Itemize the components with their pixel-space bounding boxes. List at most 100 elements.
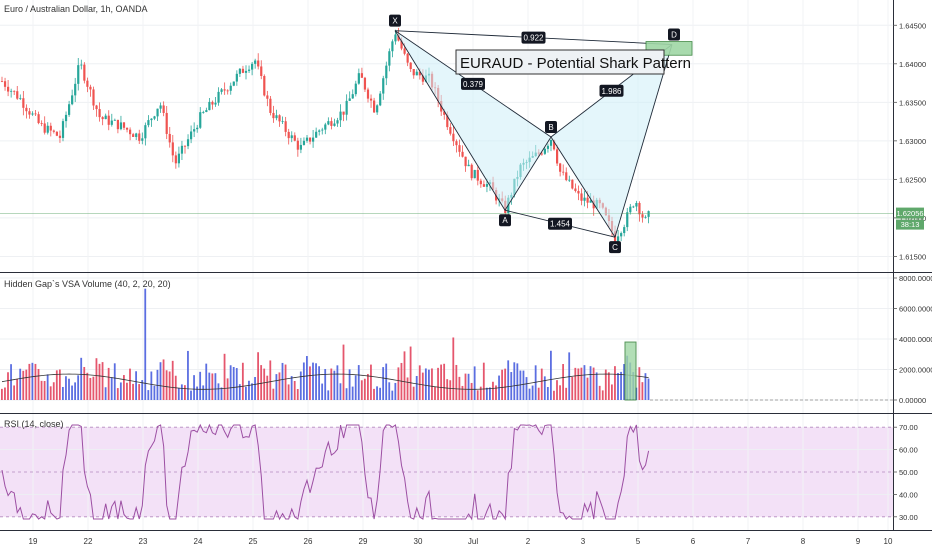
candle-body	[281, 121, 284, 123]
candle-body	[446, 114, 449, 128]
candle-body	[269, 98, 272, 113]
shark-pattern[interactable]: 0.379 1.454 1.986 0.922 X A B C D	[389, 14, 693, 254]
candle-body	[461, 151, 464, 157]
main-pane[interactable]: 0.379 1.454 1.986 0.922 X A B C D Euro / Austral…	[0, 0, 893, 272]
volume-bar	[138, 384, 141, 400]
candle-body	[171, 142, 174, 156]
candle-body	[543, 148, 546, 154]
volume-bar	[580, 367, 583, 400]
volume-bar	[440, 364, 442, 400]
candle-body	[141, 138, 144, 141]
volume-bar	[89, 377, 92, 400]
candle-body	[473, 169, 476, 179]
volume-bar	[144, 288, 147, 400]
volume-bar	[31, 362, 34, 400]
volume-bar	[275, 374, 278, 400]
rsi-axis[interactable]: 70.00 60.00 50.00 40.00 30.00	[893, 423, 918, 522]
volume-bar	[62, 386, 64, 400]
volume-bar	[397, 367, 400, 400]
candle-body	[324, 124, 327, 130]
volume-bar	[574, 367, 577, 400]
time-axis[interactable]: 19 22 23 24 25 26 29 30 Jul 2 3 5 6 7 8 9 10	[29, 537, 893, 546]
timer-badge-bg	[896, 219, 924, 230]
candle-body	[418, 71, 421, 76]
candle-body	[64, 114, 68, 122]
volume-bar	[403, 351, 406, 400]
volume-tick-label: 0.00000	[899, 396, 926, 405]
candle-body	[180, 145, 184, 154]
title-box[interactable]: EURAUD - Potential Shark Pattern	[455, 49, 691, 75]
pattern-point-label: D	[671, 31, 677, 40]
candle-body	[318, 130, 321, 132]
candle-body	[296, 140, 299, 150]
volume-bar	[446, 379, 449, 400]
volume-bar	[507, 360, 510, 400]
candle-body	[559, 163, 562, 172]
volume-bar	[522, 370, 525, 400]
candle-body	[257, 60, 260, 67]
candle-body	[247, 69, 251, 71]
volume-bar	[299, 371, 302, 400]
candle-body	[159, 105, 162, 109]
price-tick-label: 1.64000	[899, 60, 926, 69]
volume-bar	[479, 386, 482, 400]
candle-body	[574, 188, 577, 191]
pattern-triangle-xab	[395, 30, 551, 211]
volume-bar	[559, 385, 561, 400]
price-badge-bg	[896, 207, 924, 219]
volume-bar	[394, 382, 397, 400]
candle-body	[235, 73, 238, 82]
volume-bar	[592, 367, 595, 400]
volume-bar	[10, 364, 12, 400]
volume-bar	[71, 385, 73, 400]
candle-body	[0, 81, 4, 82]
candle-body	[86, 80, 89, 87]
volume-axis[interactable]: 8000.00000 6000.00000 4000.00000 2000.00000…	[893, 274, 932, 405]
candle-body	[580, 193, 583, 201]
volume-bar	[452, 337, 455, 400]
candle-body	[183, 145, 187, 147]
candle-body	[403, 48, 406, 54]
candle-body	[552, 140, 556, 150]
candle-body	[382, 78, 385, 94]
candle-body	[400, 40, 403, 49]
ratio-label: 0.379	[463, 80, 484, 89]
volume-bar	[238, 384, 241, 400]
candle-body	[135, 133, 138, 137]
candle-body	[287, 131, 290, 139]
candle-body	[397, 34, 400, 41]
time-tick-label: 23	[139, 537, 148, 546]
candle-body	[348, 98, 351, 101]
volume-bar	[147, 390, 150, 400]
volume-bar	[40, 380, 43, 400]
volume-bar	[43, 380, 46, 400]
volume-pane[interactable]: Hidden Gap`s VSA Volume (40, 2, 20, 20)	[0, 273, 893, 413]
volume-bar	[312, 362, 314, 400]
candle-body	[162, 105, 165, 113]
volume-bar	[184, 385, 186, 400]
rsi-tick-label: 40.00	[899, 490, 918, 499]
volume-bar	[13, 385, 15, 400]
volume-bar	[421, 372, 424, 400]
volume-bar	[354, 375, 357, 400]
rsi-pane[interactable]: RSI (14, close)	[0, 414, 893, 530]
volume-bar	[428, 369, 430, 400]
volume-bar	[620, 371, 622, 400]
volume-bar	[1, 388, 3, 400]
rsi-tick-label: 60.00	[899, 446, 918, 455]
pattern-triangle-bcd	[551, 44, 672, 238]
volume-bar	[385, 363, 388, 400]
candle-body	[556, 149, 559, 164]
candle-body	[129, 129, 132, 135]
volume-bar	[281, 362, 284, 400]
candle-body	[562, 171, 565, 173]
time-tick-label: 5	[636, 537, 641, 546]
time-tick-label: Jul	[468, 537, 478, 546]
ratio-label-bg	[599, 84, 624, 97]
volume-bar	[458, 376, 461, 400]
time-tick-label: 25	[249, 537, 258, 546]
candle-body	[275, 115, 278, 119]
volume-bar	[287, 384, 290, 400]
volume-bar	[113, 363, 116, 400]
